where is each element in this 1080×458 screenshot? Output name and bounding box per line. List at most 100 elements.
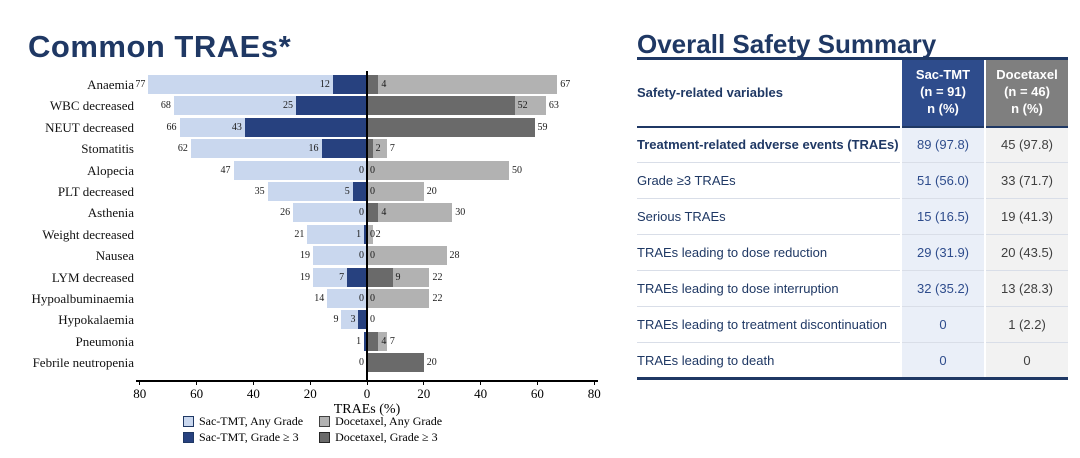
docetaxel-value: 13 (28.3) [984,270,1068,307]
bar-doc-grade3 [367,353,424,373]
row-label: TRAEs leading to dose reduction [637,245,828,260]
x-tick [593,380,595,385]
sac-tmt-value: 29 (31.9) [900,234,985,271]
category-label: Stomatitis [81,141,134,157]
value-label-sac-grade3: 1 [356,228,362,240]
value-label-sac-grade3: 25 [283,100,293,112]
category-label: Alopecia [87,162,134,178]
value-label-doc-any: 7 [389,335,395,347]
value-label-sac-any: 9 [333,314,339,326]
row-label: Treatment-related adverse events (TRAEs) [637,137,899,153]
value-label-doc-any: 67 [560,79,571,90]
bar-sac-any [307,224,367,244]
x-tick [196,380,198,385]
docetaxel-value: 0 [984,342,1068,379]
x-tick-label: 20 [303,386,317,401]
value-label-sac-any: 1 [356,335,362,347]
category-label: Asthenia [87,205,134,221]
bar-doc-any [367,160,509,180]
value-label-sac-any: 26 [280,207,291,219]
header-line: n (%) [927,101,959,117]
x-tick-label: 60 [190,386,204,401]
x-tick [423,380,425,385]
category-label: Hypoalbuminaemia [31,291,134,306]
bar-doc-grade3 [367,331,379,351]
table-row: TRAEs leading to death 0 0 [637,342,1068,379]
chart-legend-grid: Sac-TMT, Any Grade Docetaxel, Any Grade Sa… [182,414,442,445]
bar-doc-any [367,203,453,223]
category-label: NEUT decreased [45,119,134,135]
value-label-sac-any: 77 [135,79,146,90]
value-label-doc-grade3: 0 [370,293,375,304]
value-label-doc-any: 50 [512,164,522,176]
value-label-doc-any: 22 [432,293,443,304]
value-label-doc-any: 59 [537,121,548,133]
docetaxel-value: 33 (71.7) [984,162,1068,199]
legend-item: Sac-TMT, Grade ≥ 3 [182,430,303,445]
value-label-sac-grade3: 0 [359,164,364,176]
value-label-sac-grade3: 16 [308,143,319,155]
bar-sac-any [148,75,367,94]
header-line: Sac-TMT [915,67,971,83]
header-docetaxel: Docetaxel (n = 46) n (%) [984,58,1068,127]
value-label-doc-grade3: 0 [370,164,375,176]
header-line: n (%) [1011,101,1043,117]
table-row: Treatment-related adverse events (TRAEs)… [637,126,1068,163]
bar-doc-grade3 [367,75,379,94]
table-row: Grade ≥3 TRAEs 51 (56.0) 33 (71.7) [637,162,1068,199]
bar-sac-grade3 [358,310,367,330]
chart-title: Common TRAEs* [28,28,292,64]
bar-doc-grade3 [367,203,379,223]
bar-sac-any [293,203,367,223]
value-label-sac-grade3: 0 [359,250,364,262]
x-tick-label: 40 [474,386,488,401]
docetaxel-value: 19 (41.3) [984,198,1068,235]
header-line: Docetaxel [996,67,1058,83]
chart-legend: Sac-TMT, Any Grade Docetaxel, Any Grade Sa… [0,414,625,445]
x-axis-title: TRAEs (%) [333,402,401,417]
value-label-sac-any: 66 [166,121,177,133]
x-tick-label: 60 [530,386,544,401]
bar-doc-any [367,246,447,266]
value-label-doc-grade3: 4 [381,207,387,219]
x-tick-label: 40 [246,386,260,401]
row-label: TRAEs leading to treatment discontinuati… [637,317,888,332]
category-label: LYM decreased [51,269,134,285]
traes-tornado-chart: Anaemia 77 12 4 67 WBC decreased 68 25 52 63 NEUT … [0,71,625,445]
value-label-sac-any: 0 [359,357,364,369]
value-label-sac-grade3: 0 [359,293,364,304]
legend-item: Docetaxel, Any Grade [319,414,442,429]
category-label: Hypokalaemia [58,312,134,328]
docetaxel-value: 45 (97.8) [984,126,1068,163]
value-label-sac-any: 19 [300,271,311,283]
header-line: (n = 91) [920,84,966,100]
table-row: Serious TRAEs 15 (16.5) 19 (41.3) [637,198,1068,235]
legend-item: Sac-TMT, Any Grade [182,414,304,429]
value-label-doc-any: 7 [389,143,395,155]
bar-doc-any [367,75,558,94]
value-label-doc-grade3: 0 [370,186,375,197]
value-label-doc-any: 22 [432,271,443,283]
category-label: Pneumonia [75,333,135,349]
x-tick [536,380,538,385]
value-label-sac-grade3: 5 [344,186,350,197]
value-label-sac-grade3: 7 [339,271,345,283]
value-label-sac-any: 47 [220,164,231,176]
category-label: WBC decreased [49,98,134,114]
category-label: Febrile neutropenia [32,355,134,371]
value-label-doc-any: 20 [426,357,437,369]
value-label-doc-any: 63 [548,100,559,112]
sac-tmt-value: 15 (16.5) [900,198,985,235]
table-row: TRAEs leading to treatment discontinuati… [637,306,1068,343]
bar-doc-any [367,289,430,308]
value-label-doc-grade3: 52 [517,100,528,112]
safety-summary-table: Safety-related variables Sac-TMT (n = 91) n… [637,57,1068,380]
value-label-sac-any: 68 [160,100,171,112]
legend-label: Sac-TMT, Any Grade [198,414,304,428]
x-tick-label: 0 [363,386,371,401]
value-label-sac-grade3: 43 [231,121,242,133]
sac-tmt-value: 32 (35.2) [900,270,985,307]
legend-swatch-icon [319,432,331,443]
value-label-sac-any: 21 [294,228,305,240]
docetaxel-value: 1 (2.2) [984,306,1068,343]
